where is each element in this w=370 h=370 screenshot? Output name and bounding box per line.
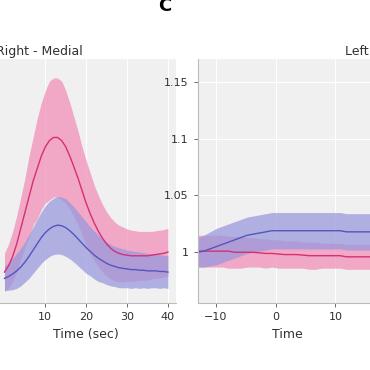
X-axis label: Time: Time [272,328,303,341]
X-axis label: Time (sec): Time (sec) [53,328,119,341]
Text: C: C [158,0,171,15]
Text: Right - Medial: Right - Medial [0,45,83,58]
Text: Left -: Left - [345,45,370,58]
